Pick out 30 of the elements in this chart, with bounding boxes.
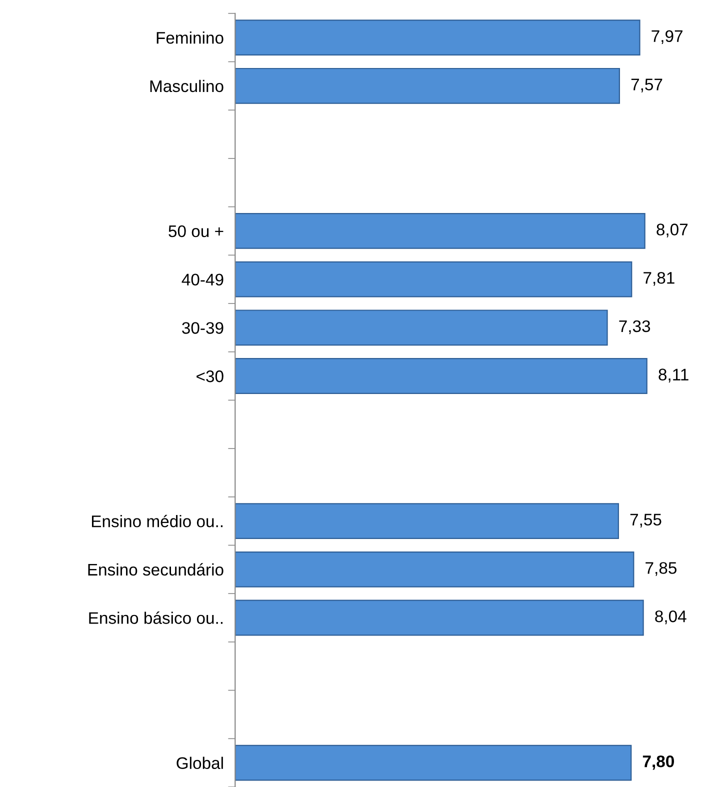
bar — [235, 213, 646, 249]
y-tick-label: Global — [176, 756, 223, 770]
bar — [235, 68, 620, 104]
y-tick-label: Masculino — [150, 80, 224, 92]
y-tick-label: Feminino — [156, 32, 224, 44]
data-label: 8,11 — [658, 368, 688, 382]
bar — [235, 310, 608, 346]
bar — [235, 20, 640, 56]
bar — [235, 744, 632, 781]
data-label: 7,55 — [630, 514, 662, 528]
y-tick-label: Ensino básico ou.. — [89, 612, 223, 624]
y-tick-label: 40-49 — [182, 274, 224, 286]
y-tick-label: Ensino secundário — [88, 563, 224, 576]
bar — [235, 261, 632, 298]
y-tick-label: <30 — [196, 370, 224, 382]
bar — [235, 551, 634, 588]
data-label: 7,85 — [646, 562, 676, 576]
bar — [235, 503, 619, 540]
data-label: 8,04 — [655, 610, 686, 624]
data-label: 7,97 — [652, 30, 682, 44]
data-label: 7,81 — [644, 272, 674, 286]
y-tick-label: Ensino médio ou.. — [92, 514, 223, 528]
data-label: 7,57 — [631, 78, 662, 92]
data-label: 7,80 — [642, 755, 674, 770]
y-tick-label: 30-39 — [182, 322, 224, 334]
bar — [235, 358, 648, 394]
y-tick-label: 50 ou + — [168, 225, 224, 238]
bar — [235, 600, 644, 636]
data-label: 8,07 — [656, 224, 688, 238]
data-label: 7,33 — [619, 320, 650, 334]
